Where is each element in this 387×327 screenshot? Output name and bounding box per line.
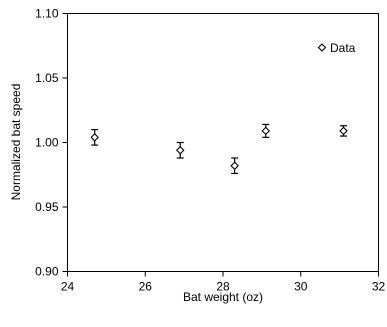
data-point xyxy=(230,161,239,170)
data-point xyxy=(339,126,348,136)
y-tick-label: 0.95 xyxy=(35,200,59,214)
data-point xyxy=(261,126,271,136)
legend-label: Data xyxy=(330,41,356,55)
y-tick-label: 1.05 xyxy=(35,71,59,85)
x-tick-label: 24 xyxy=(61,280,75,294)
data-series xyxy=(90,123,348,175)
x-tick-label: 32 xyxy=(372,280,386,294)
data-point xyxy=(175,145,185,155)
y-tick-label: 1.10 xyxy=(35,7,59,21)
x-tick-label: 28 xyxy=(216,280,230,294)
y-tick-label: 0.90 xyxy=(35,265,59,279)
x-tick-label: 30 xyxy=(294,280,308,294)
y-axis: 0.90 0.95 1.00 1.05 1.10 xyxy=(35,7,68,279)
legend-marker xyxy=(317,43,327,52)
y-axis-label: Normalized bat speed xyxy=(9,84,23,201)
x-axis-label: Bat weight (oz) xyxy=(183,290,263,304)
y-tick-label: 1.00 xyxy=(35,136,59,150)
legend: Data xyxy=(317,41,356,55)
data-point xyxy=(90,133,99,142)
x-axis: 24 26 28 30 32 xyxy=(61,271,386,294)
x-tick-label: 26 xyxy=(139,280,153,294)
